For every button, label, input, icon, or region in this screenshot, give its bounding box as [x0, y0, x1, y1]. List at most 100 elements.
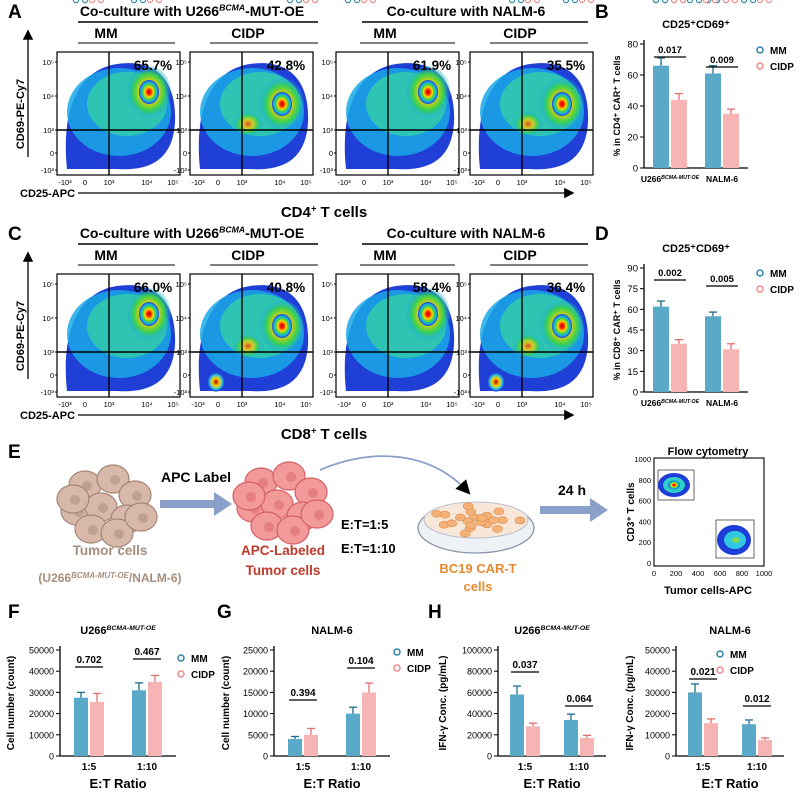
- legend-marker-mm: [716, 650, 724, 658]
- flow-y-tick: 200: [638, 538, 651, 547]
- flow-population: [732, 537, 740, 543]
- bar-cidp: [723, 349, 739, 392]
- label-superscript: BCMA-MUT-OE: [661, 175, 700, 181]
- category-label: 1:10: [569, 762, 589, 773]
- apc-labeled-cell-nucleus: [286, 472, 296, 482]
- y-tick-label: 0: [183, 371, 187, 380]
- bar-mm: [288, 739, 302, 756]
- y-tick-label: 40000: [467, 709, 492, 719]
- x-tick-label: 0: [496, 400, 500, 409]
- panel-A: Co-culture with U266BCMA-MUT-OE Co-cultur…: [15, 3, 594, 221]
- car-t-cell: [439, 510, 451, 519]
- x-tick-label: 10⁴: [274, 400, 286, 409]
- data-point: [740, 0, 748, 4]
- tumor-cell: [124, 502, 158, 532]
- legend-marker-cidp: [756, 62, 764, 70]
- density-hotspot: [552, 92, 572, 116]
- car-t-cell: [488, 516, 499, 525]
- apc-labeled-cell-nucleus: [308, 488, 318, 498]
- y-tick-label: -10³: [454, 166, 468, 175]
- quadrant-percentage: 61.9%: [413, 58, 451, 73]
- x-tick-label: -10³: [471, 400, 485, 409]
- incubation-time: 24 h: [558, 482, 586, 498]
- panel-letter-E: E: [8, 442, 21, 463]
- y-tick-label: 15: [627, 367, 638, 378]
- condition-label: CIDP: [503, 25, 536, 41]
- condition-label: MM: [373, 25, 396, 41]
- x-tick-label: 0: [83, 400, 87, 409]
- x-tick-label: 0: [216, 178, 220, 187]
- y-axis-label: CD69-PE-Cy7: [15, 301, 27, 371]
- chart-title: U266BCMA-MUT-OE: [514, 625, 590, 637]
- flow-y-label: CD3⁺ T cells: [626, 482, 637, 542]
- data-point: [670, 0, 678, 4]
- x-tick-label: 10⁵: [167, 400, 178, 409]
- data-point: [369, 0, 377, 4]
- density-plot: 35.5% 10⁵ 10⁴ 10³ 0 -10³-10³ 0 10³ 10⁴ 10⁵: [454, 51, 594, 187]
- label-part: CD4: [281, 204, 312, 221]
- plot-frame: [189, 51, 314, 176]
- density-hotspot: [139, 302, 159, 326]
- x-axis-label: E:T Ratio: [523, 776, 580, 791]
- x-tick-label: -10³: [337, 400, 351, 409]
- density-plot: 40.8% 10⁵ 10⁴ 10³ 0 -10³-10³ 0 10³ 10⁴ 10⁵: [174, 273, 314, 409]
- x-tick-label: 10⁵: [167, 178, 178, 187]
- bar-cidp: [90, 701, 104, 756]
- y-tick-label: 25000: [243, 646, 268, 656]
- y-axis-label: % in CD4⁺ CAR⁺ T cells: [612, 55, 622, 156]
- curved-arrow: [319, 455, 471, 495]
- x-tick-label: -10³: [471, 178, 485, 187]
- data-point: [587, 0, 595, 4]
- y-tick-label: 60000: [467, 688, 492, 698]
- apc-labeled-cell-nucleus: [246, 492, 256, 502]
- x-tick-label: 10³: [383, 400, 394, 409]
- label-part: U266: [641, 174, 662, 184]
- y-tick-label: 10⁵: [176, 280, 187, 289]
- y-tick-label: -10³: [320, 166, 334, 175]
- data-point: [731, 0, 739, 4]
- y-axis-label: Cell number (count): [221, 656, 232, 750]
- p-value: 0.021: [690, 667, 715, 678]
- car-t-cell: [462, 502, 474, 511]
- condition-label: MM: [373, 247, 396, 263]
- y-tick-label: 10⁴: [42, 314, 54, 323]
- y-tick-label: 5000: [248, 730, 268, 740]
- category-label: 1:10: [747, 762, 767, 773]
- tumor-cell: [100, 518, 134, 548]
- x-tick-label: -10³: [191, 178, 205, 187]
- chart-title: U266BCMA-MUT-OE: [80, 625, 156, 637]
- p-value: 0.702: [76, 655, 101, 666]
- y-tick-label: 10³: [43, 126, 54, 135]
- group-header-nalm6: Co-culture with NALM-6: [387, 3, 546, 19]
- bar-cidp: [671, 343, 687, 392]
- y-tick-label: 40000: [29, 667, 54, 677]
- flow-x-label: Tumor cells-APC: [664, 585, 752, 597]
- apc-labeled-cell: [300, 499, 334, 529]
- flow-x-tick: 600: [714, 569, 727, 578]
- y-tick-label: 10⁴: [42, 92, 54, 101]
- y-tick-label: 0: [183, 149, 187, 158]
- p-value: 0.467: [134, 647, 159, 658]
- y-tick-label: 0: [665, 752, 670, 762]
- y-tick-label: 0: [633, 164, 638, 175]
- x-tick-label: -10³: [337, 178, 351, 187]
- y-tick-label: 10000: [29, 730, 54, 740]
- y-tick-label: -10³: [454, 388, 468, 397]
- plot-frame: [56, 51, 181, 176]
- car-t-cell: [476, 514, 488, 522]
- condition-label: MM: [94, 247, 117, 263]
- plot-frame: [335, 273, 460, 398]
- p-value: 0.009: [710, 55, 734, 66]
- data-point: [652, 0, 660, 4]
- x-tick-label: 0: [362, 400, 366, 409]
- tumor-cell-nucleus: [98, 503, 108, 513]
- apc-labeled-cell-nucleus: [290, 526, 300, 536]
- legend-marker-mm: [393, 648, 401, 656]
- y-tick-label: 0: [49, 752, 54, 762]
- data-point: [517, 0, 525, 4]
- legend-label-cidp: CIDP: [770, 62, 794, 73]
- data-point: [295, 0, 303, 4]
- y-tick-label: 10⁴: [455, 314, 467, 323]
- quadrant-percentage: 66.0%: [134, 280, 172, 295]
